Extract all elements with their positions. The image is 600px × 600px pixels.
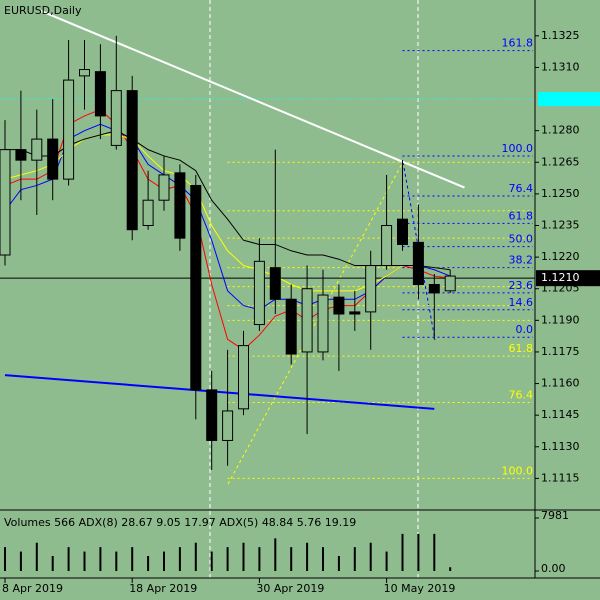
candle-body: [126, 90, 138, 231]
candle-body: [381, 224, 393, 267]
candle-body: [222, 410, 234, 441]
fib-base-line: [227, 161, 404, 485]
fib-label: 14.6: [509, 296, 534, 309]
candle-body: [333, 296, 345, 315]
y-tick-label: 1.1160: [541, 377, 580, 390]
current-price-box: [536, 270, 600, 287]
chart-title: EURUSD,Daily: [4, 4, 82, 17]
x-tick-label: 30 Apr 2019: [256, 582, 324, 595]
v-tick-label: 7981: [541, 509, 569, 522]
candle-body: [253, 260, 265, 326]
indicator-text: Volumes 566 ADX(8) 28.67 9.05 17.97 ADX(…: [4, 516, 356, 529]
y-tick-label: 1.1265: [541, 155, 580, 168]
fib-label: 50.0: [509, 233, 534, 246]
candle-body: [63, 79, 75, 180]
candle-body: [397, 218, 408, 245]
candle-body: [94, 71, 106, 117]
candle-body: [190, 184, 202, 391]
current-price-label: 1.1210: [541, 271, 580, 284]
candle-body: [317, 294, 329, 353]
candle-body: [158, 174, 170, 201]
candle-body: [206, 389, 218, 441]
candle-body: [365, 265, 377, 313]
y-tick-label: 1.1235: [541, 218, 580, 231]
alert-box: [538, 92, 600, 107]
y-tick-label: 1.1130: [541, 440, 580, 453]
trendline: [4, 374, 435, 410]
candle-body: [238, 345, 249, 410]
fib-label: 0.0: [516, 323, 534, 336]
candle-body: [0, 149, 11, 256]
y-tick-label: 1.1280: [541, 124, 580, 137]
fib-label: 100.0: [502, 142, 534, 155]
candle-body: [174, 172, 186, 239]
candle-body: [428, 284, 440, 294]
candle-body: [444, 275, 456, 292]
fib-label: 38.2: [509, 254, 534, 267]
fib-label: 61.8: [509, 342, 534, 355]
y-tick-label: 1.1325: [541, 29, 580, 42]
x-tick-label: 18 Apr 2019: [129, 582, 197, 595]
candle-body: [47, 138, 59, 180]
candle-body: [412, 241, 424, 286]
fib-label: 23.6: [509, 279, 534, 292]
fib-label: 76.4: [509, 389, 534, 402]
candle-body: [110, 90, 122, 146]
y-tick-label: 1.1310: [541, 60, 580, 73]
fib-label: 100.0: [502, 464, 534, 477]
y-tick-label: 1.1175: [541, 345, 580, 358]
candle-body: [301, 288, 313, 353]
fib-label: 61.8: [509, 209, 534, 222]
candle-body: [31, 138, 43, 161]
y-tick-label: 1.1145: [541, 408, 580, 421]
candle-body: [15, 149, 27, 161]
candle-body: [79, 69, 90, 77]
candle-body: [285, 298, 297, 355]
fib-label: 76.4: [509, 182, 534, 195]
y-tick-label: 1.1190: [541, 313, 580, 326]
candle-body: [142, 199, 154, 226]
candle-body: [269, 267, 281, 300]
y-tick-label: 1.1250: [541, 187, 580, 200]
trendline: [39, 9, 465, 189]
x-tick-label: 8 Apr 2019: [2, 582, 63, 595]
candle-body: [349, 311, 361, 315]
y-tick-label: 1.1115: [541, 471, 580, 484]
y-tick-label: 1.1220: [541, 250, 580, 263]
v-tick-label: 0.00: [541, 562, 566, 575]
fib-label: 161.8: [502, 37, 534, 50]
x-tick-label: 10 May 2019: [384, 582, 456, 595]
